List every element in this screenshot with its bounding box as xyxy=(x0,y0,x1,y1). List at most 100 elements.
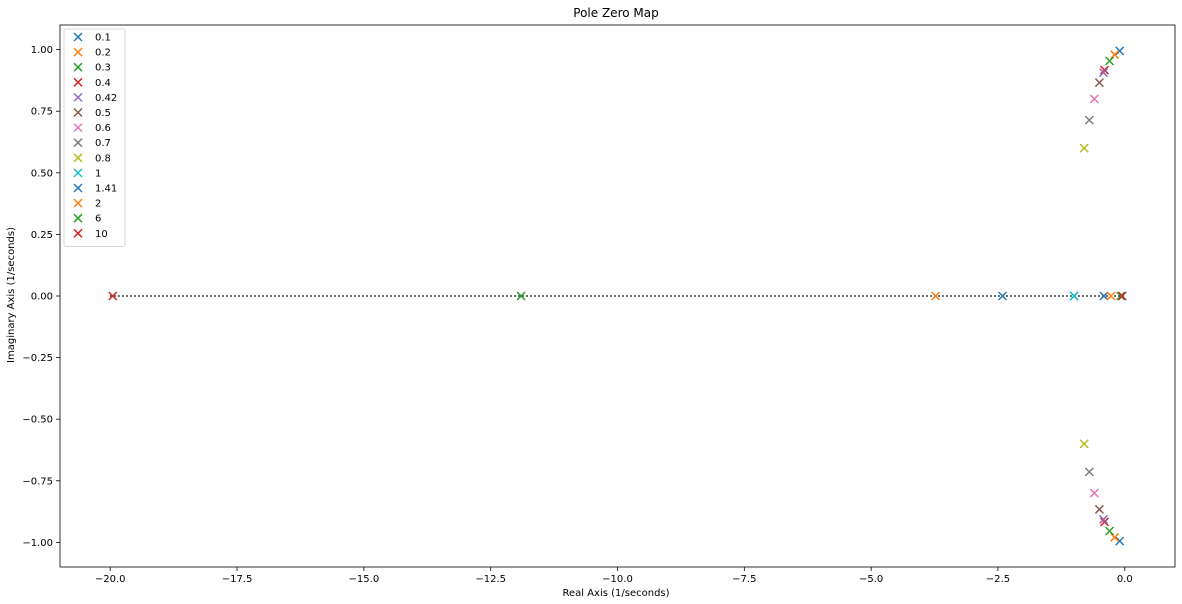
marker-stroke xyxy=(73,213,83,223)
series-6 xyxy=(516,291,1126,301)
series-0-4 xyxy=(1099,65,1110,527)
legend: 0.1 0.2 0.3 0.4 0.42 0.5 0.6 0.7 0.8 1 1.41 2 6 10 xyxy=(63,28,126,247)
marker-stroke xyxy=(73,92,83,102)
legend-item: 0.3 xyxy=(73,62,111,74)
pole-marker xyxy=(1084,115,1094,125)
series-0-3 xyxy=(1105,56,1115,536)
legend-marker xyxy=(73,32,83,42)
series-0-1 xyxy=(1115,46,1125,546)
legend-item: 0.8 xyxy=(73,153,111,164)
marker-stroke xyxy=(108,291,118,301)
legend-label: 0.3 xyxy=(95,63,111,74)
legend-item: 0.6 xyxy=(73,123,111,134)
marker-stroke xyxy=(73,32,83,42)
marker-stroke xyxy=(1084,467,1094,477)
pole-marker xyxy=(931,291,941,301)
marker-stroke xyxy=(1117,291,1127,301)
legend-label: 0.4 xyxy=(95,78,111,89)
marker-stroke xyxy=(1069,291,1079,301)
marker-stroke xyxy=(1098,68,1109,78)
x-tick-label: −10.0 xyxy=(602,574,633,585)
marker-stroke xyxy=(516,291,526,301)
pole-marker xyxy=(1079,143,1089,153)
pole-marker xyxy=(108,291,118,301)
y-tick-label: −0.25 xyxy=(22,353,53,364)
x-tick-label: −12.5 xyxy=(475,574,506,585)
y-tick-label: −0.75 xyxy=(22,476,53,487)
pole-marker xyxy=(1105,56,1115,66)
x-tick-label: 0.0 xyxy=(1117,574,1133,585)
marker-stroke xyxy=(1110,50,1120,60)
pole-marker xyxy=(1094,78,1104,88)
pole-marker xyxy=(1099,291,1109,301)
y-axis: 1.00 0.75 0.50 0.25 0.00 −0.25 −0.50 −0.75 −1.00 xyxy=(22,45,60,549)
legend-label: 0.7 xyxy=(95,138,111,149)
pole-marker xyxy=(516,291,526,301)
legend-label: 0.5 xyxy=(95,108,111,119)
legend-marker xyxy=(73,107,83,118)
series-1-41 xyxy=(997,291,1109,301)
marker-stroke xyxy=(1116,291,1126,301)
marker-stroke xyxy=(1099,291,1109,301)
legend-marker xyxy=(73,183,83,193)
pole-marker xyxy=(1110,532,1120,542)
marker-stroke xyxy=(1105,526,1115,536)
y-tick-label: −1.00 xyxy=(22,538,53,549)
series-0-7 xyxy=(1084,115,1094,477)
series-2 xyxy=(931,291,1116,301)
legend-marker xyxy=(73,123,83,133)
pole-marker xyxy=(1079,439,1089,449)
legend-item: 2 xyxy=(73,198,101,210)
x-tick-label: −15.0 xyxy=(349,574,380,585)
pole-marker xyxy=(1094,504,1104,514)
legend-item: 1 xyxy=(73,168,101,179)
legend-item: 6 xyxy=(73,213,101,225)
marker-stroke xyxy=(1094,78,1104,88)
marker-stroke xyxy=(1079,143,1089,153)
legend-item: 10 xyxy=(73,228,108,240)
legend-item: 0.5 xyxy=(73,107,111,119)
legend-item: 1.41 xyxy=(73,183,117,195)
legend-marker xyxy=(73,92,83,102)
pole-marker xyxy=(1084,467,1094,477)
marker-stroke xyxy=(73,123,83,133)
x-axis: −20.0 −17.5 −15.0 −12.5 −10.0 −7.5 −5.0 −2.5 0.0 xyxy=(95,567,1133,585)
legend-label: 10 xyxy=(95,229,108,240)
x-tick-label: −5.0 xyxy=(859,574,883,585)
legend-label: 0.6 xyxy=(95,123,111,134)
legend-label: 2 xyxy=(95,199,101,210)
pole-marker xyxy=(1115,46,1125,56)
legend-label: 1 xyxy=(95,168,101,179)
marker-stroke xyxy=(1105,56,1115,66)
legend-marker xyxy=(73,213,83,223)
marker-stroke xyxy=(931,291,941,301)
marker-stroke xyxy=(73,153,83,163)
x-axis-label: Real Axis (1/seconds) xyxy=(562,588,669,599)
y-tick-label: 0.75 xyxy=(31,107,53,118)
marker-stroke xyxy=(1115,536,1125,546)
pole-marker xyxy=(1116,291,1126,301)
pole-marker xyxy=(1110,50,1120,60)
x-tick-label: −2.5 xyxy=(986,574,1010,585)
marker-stroke xyxy=(1089,94,1099,104)
x-tick-label: −7.5 xyxy=(732,574,756,585)
legend-marker xyxy=(73,138,83,148)
pole-marker xyxy=(1099,517,1110,527)
legend-item: 0.4 xyxy=(73,77,111,89)
pole-marker xyxy=(1099,65,1110,75)
legend-item: 0.42 xyxy=(73,92,117,104)
y-axis-label: Imaginary Axis (1/seconds) xyxy=(6,227,17,363)
legend-marker xyxy=(73,168,83,178)
y-tick-label: 0.50 xyxy=(31,168,53,179)
pole-marker xyxy=(1098,514,1109,524)
pole-marker xyxy=(1105,526,1115,536)
series-0-42 xyxy=(1098,68,1109,524)
legend-marker xyxy=(73,198,83,208)
marker-stroke xyxy=(73,77,83,87)
marker-stroke xyxy=(1115,46,1125,56)
legend-label: 1.41 xyxy=(95,184,117,195)
series-1 xyxy=(1069,291,1079,301)
series-10 xyxy=(108,291,1127,301)
legend-marker xyxy=(73,62,83,72)
legend-marker xyxy=(73,153,83,163)
